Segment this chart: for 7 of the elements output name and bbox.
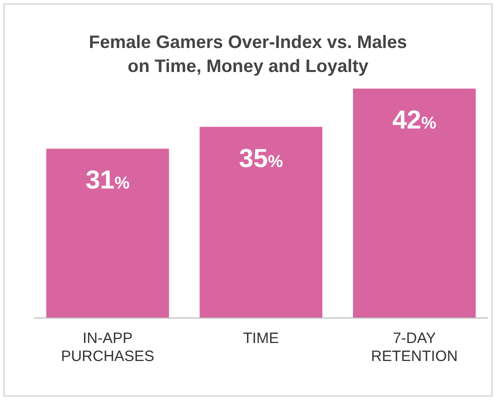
chart-title: Female Gamers Over-Index vs. Males on Time, Money and Loyalty bbox=[88, 32, 408, 76]
data-label: 35% bbox=[238, 142, 284, 173]
x-tick-label: 7-DAY RETENTION bbox=[371, 330, 458, 365]
x-tick-label: IN-APP PURCHASES bbox=[60, 330, 154, 365]
data-label: 31% bbox=[86, 164, 130, 195]
x-tick-label: TIME bbox=[243, 330, 279, 347]
data-label: 42% bbox=[392, 104, 436, 135]
